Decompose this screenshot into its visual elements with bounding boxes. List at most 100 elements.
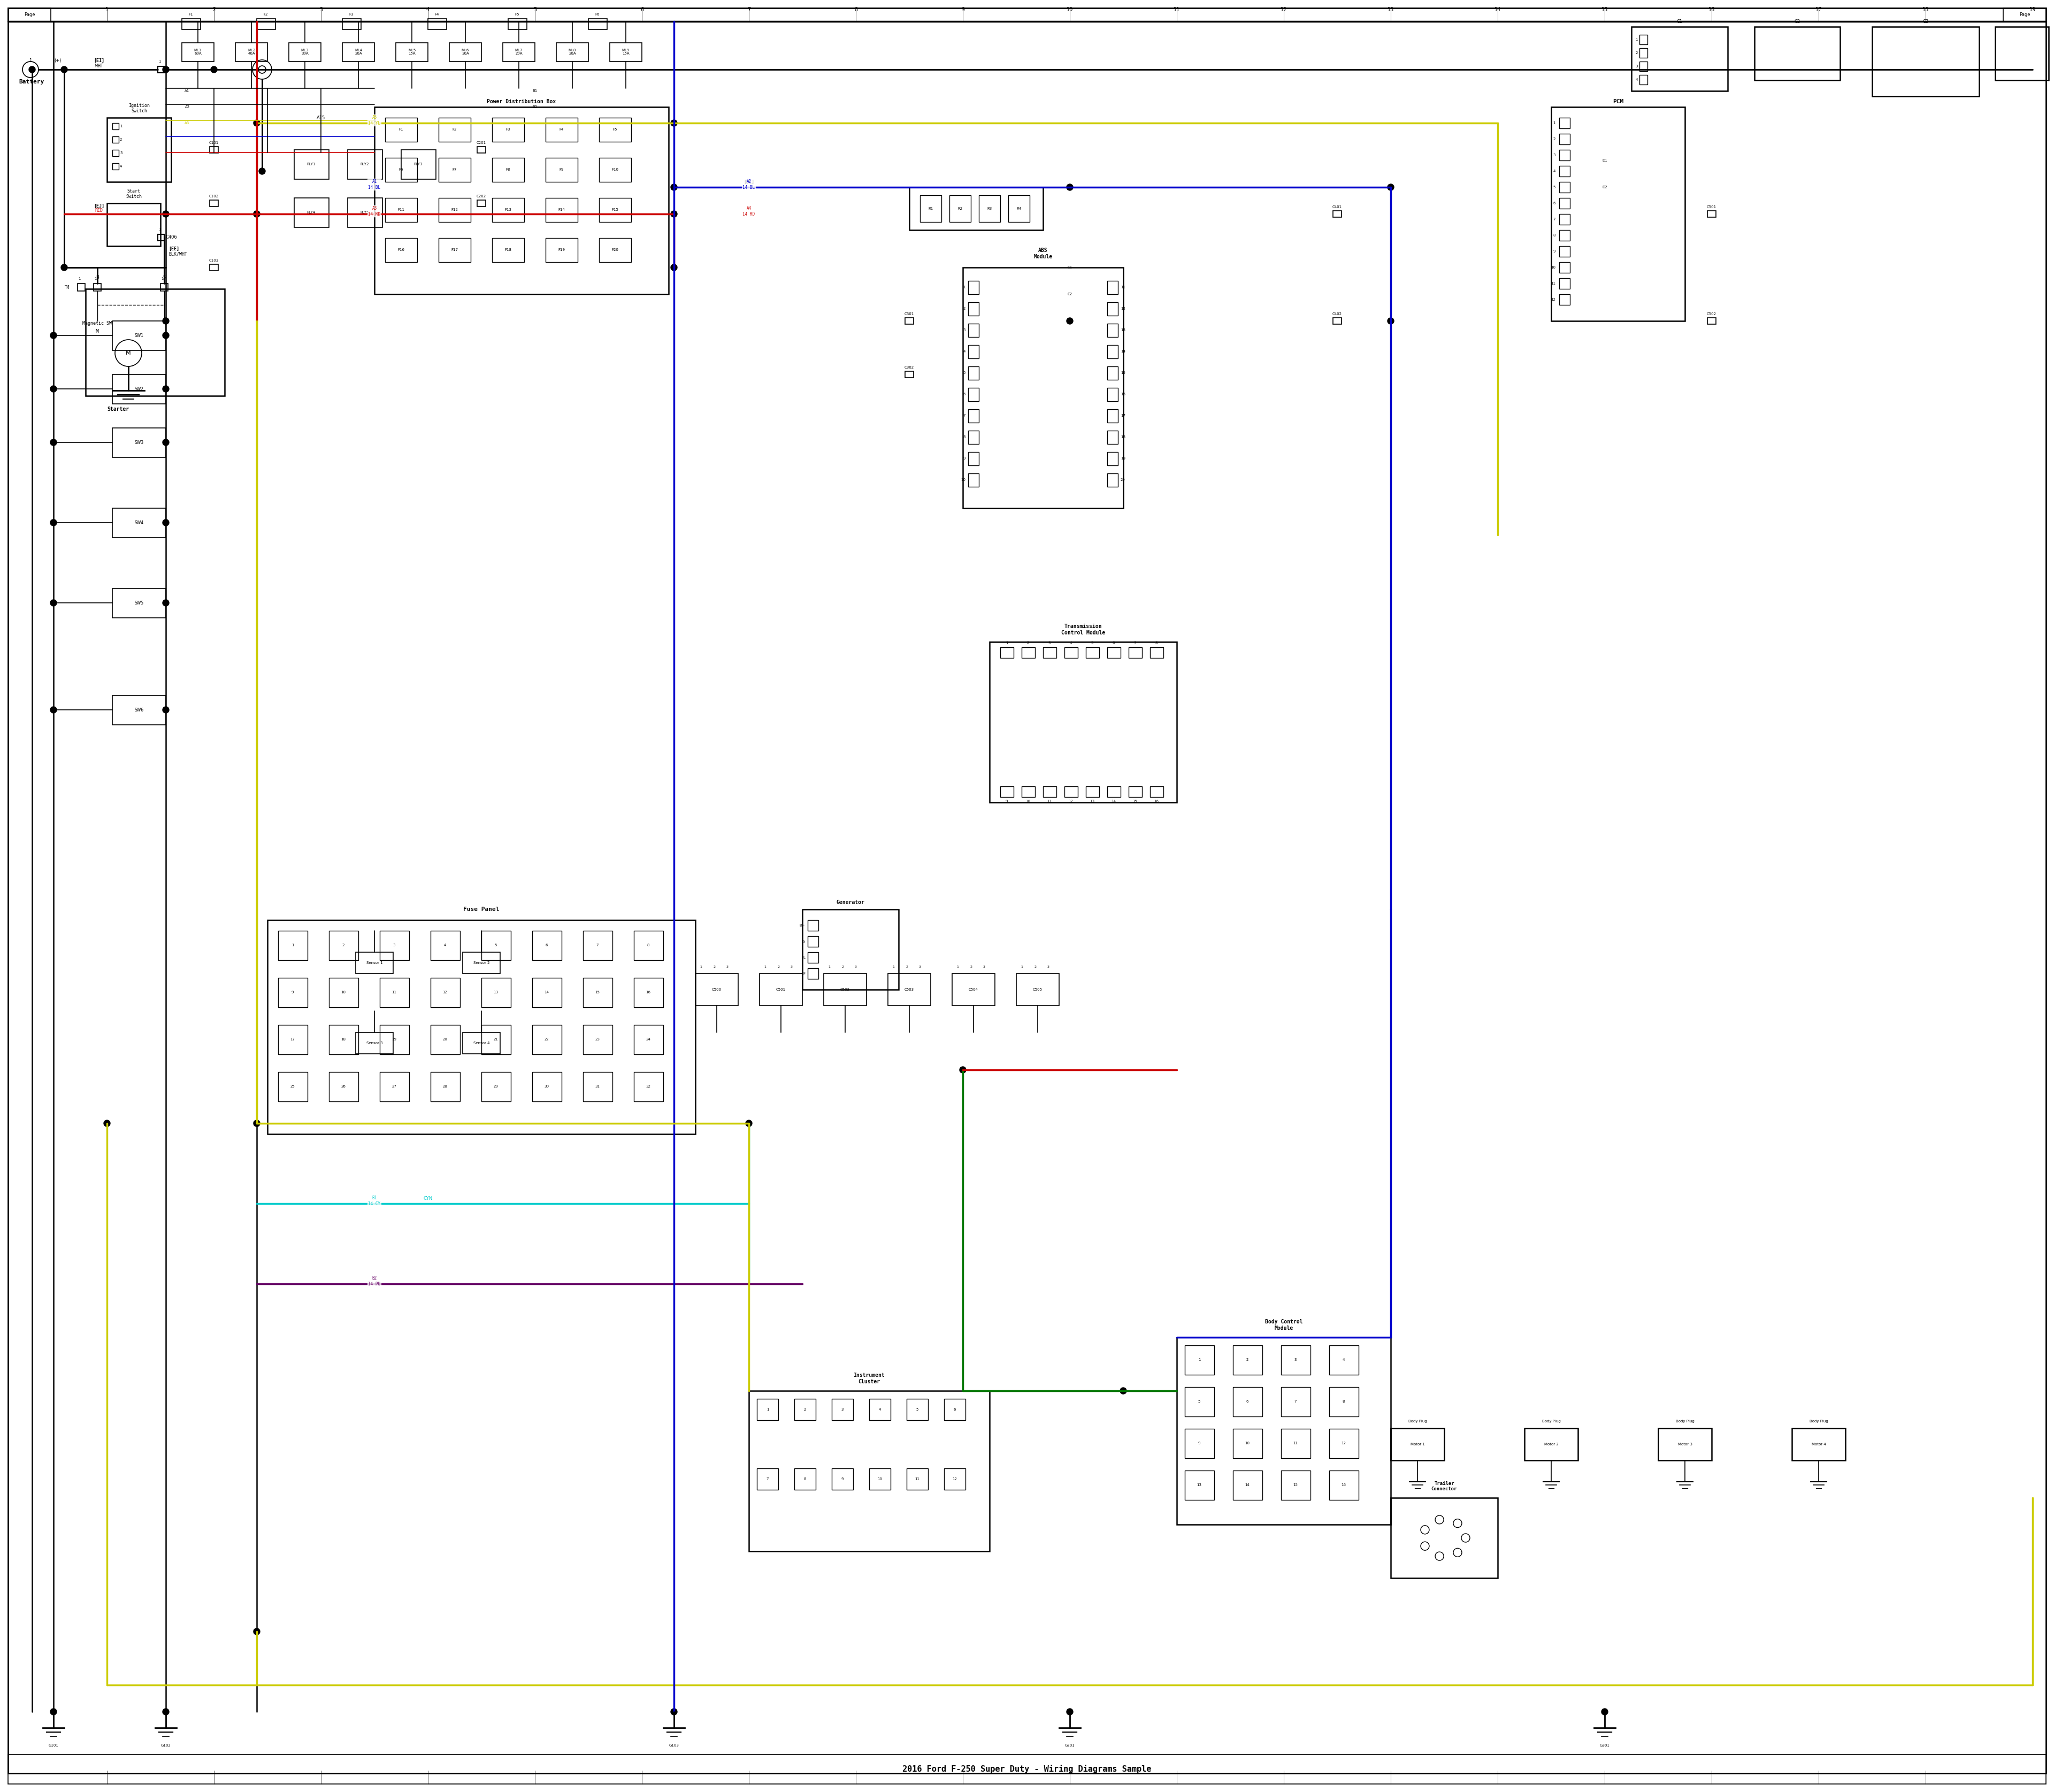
Text: 11: 11 <box>914 1477 920 1480</box>
Text: 18: 18 <box>1121 435 1126 439</box>
Text: F6: F6 <box>596 13 600 16</box>
Text: 12: 12 <box>1551 297 1555 301</box>
Bar <box>1107 787 1121 797</box>
Bar <box>343 18 362 29</box>
Text: Starter: Starter <box>107 407 129 412</box>
Text: 14: 14 <box>544 991 548 995</box>
Bar <box>1559 197 1569 208</box>
Bar <box>380 930 409 961</box>
Text: 1: 1 <box>119 125 123 127</box>
Text: F14: F14 <box>559 208 565 211</box>
Text: M: M <box>125 351 131 357</box>
Circle shape <box>1066 1708 1072 1715</box>
Text: 2: 2 <box>963 306 965 310</box>
Text: R4: R4 <box>1017 208 1021 210</box>
Bar <box>546 118 577 142</box>
Bar <box>990 642 1177 803</box>
Text: 6: 6 <box>641 7 643 13</box>
Bar <box>355 1032 392 1054</box>
Bar <box>1707 211 1715 217</box>
Text: 1: 1 <box>94 278 97 280</box>
Text: T1: T1 <box>164 66 170 72</box>
Bar <box>113 124 119 129</box>
Text: +: + <box>29 66 33 72</box>
Text: 9: 9 <box>963 457 965 461</box>
Bar <box>8 7 51 22</box>
Text: Sensor 2: Sensor 2 <box>472 961 489 964</box>
Text: A1: A1 <box>185 90 189 93</box>
Text: 20: 20 <box>1121 478 1126 482</box>
Text: Generator: Generator <box>836 900 865 905</box>
Bar <box>1232 1471 1263 1500</box>
Text: 19: 19 <box>1121 457 1126 461</box>
Text: C402: C402 <box>1333 312 1341 315</box>
Bar <box>257 18 275 29</box>
Circle shape <box>162 600 168 606</box>
Text: S: S <box>803 939 805 943</box>
Circle shape <box>49 706 58 713</box>
Text: C3: C3 <box>1923 20 1929 23</box>
Text: 14: 14 <box>1121 349 1126 353</box>
Text: 16: 16 <box>1709 7 1715 13</box>
Text: ML4
20A: ML4 20A <box>355 48 362 56</box>
Bar <box>967 473 980 487</box>
Text: 11: 11 <box>1551 281 1555 285</box>
Text: 3: 3 <box>791 966 793 968</box>
Text: 8: 8 <box>1553 233 1555 237</box>
Text: C406: C406 <box>166 235 177 240</box>
Text: 4: 4 <box>1343 1358 1345 1362</box>
Text: C505: C505 <box>1033 987 1043 991</box>
Text: SW4: SW4 <box>134 520 144 525</box>
Text: 2: 2 <box>713 966 715 968</box>
Circle shape <box>672 185 678 190</box>
Bar <box>290 43 320 61</box>
Bar <box>1658 1428 1711 1460</box>
Bar <box>210 147 218 152</box>
Text: Body Plug: Body Plug <box>1676 1419 1695 1423</box>
Text: 5: 5 <box>963 371 965 375</box>
Text: C302: C302 <box>904 366 914 369</box>
Bar <box>1177 1337 1391 1525</box>
Text: A4
14 RD: A4 14 RD <box>744 206 756 217</box>
Bar <box>355 952 392 973</box>
Text: S: S <box>162 274 166 280</box>
Circle shape <box>253 211 261 217</box>
Text: F20: F20 <box>612 249 618 251</box>
Text: C1: C1 <box>1676 20 1682 23</box>
Bar <box>183 43 214 61</box>
Text: RLY3: RLY3 <box>413 163 423 167</box>
Text: [EE]: [EE] <box>168 247 179 251</box>
Text: F2: F2 <box>452 127 456 131</box>
Text: C500: C500 <box>713 987 721 991</box>
Circle shape <box>49 385 58 392</box>
Text: 24: 24 <box>645 1038 651 1041</box>
Circle shape <box>672 120 678 125</box>
Text: 4: 4 <box>1553 170 1555 172</box>
Text: 13: 13 <box>1121 328 1126 332</box>
Text: 17: 17 <box>1816 7 1822 13</box>
Bar <box>113 695 166 724</box>
Text: 5: 5 <box>1553 186 1555 188</box>
Circle shape <box>259 168 265 174</box>
Circle shape <box>746 1120 752 1127</box>
Circle shape <box>23 61 39 77</box>
Bar <box>967 281 980 294</box>
Text: F8: F8 <box>505 168 511 172</box>
Circle shape <box>253 59 271 79</box>
Text: 13: 13 <box>493 991 499 995</box>
Text: F16: F16 <box>398 249 405 251</box>
Text: F3: F3 <box>349 13 353 16</box>
Bar <box>532 1072 561 1102</box>
Text: B+: B+ <box>799 925 805 926</box>
Text: 6: 6 <box>1113 642 1115 645</box>
Text: 14: 14 <box>1245 1484 1249 1487</box>
Text: SW2: SW2 <box>134 387 144 391</box>
Bar <box>760 973 803 1005</box>
Bar <box>587 18 608 29</box>
Text: F11: F11 <box>398 208 405 211</box>
Bar <box>440 197 470 222</box>
Bar <box>795 1400 815 1421</box>
Bar <box>1107 346 1117 358</box>
Text: 10: 10 <box>1066 7 1072 13</box>
Bar <box>610 43 641 61</box>
